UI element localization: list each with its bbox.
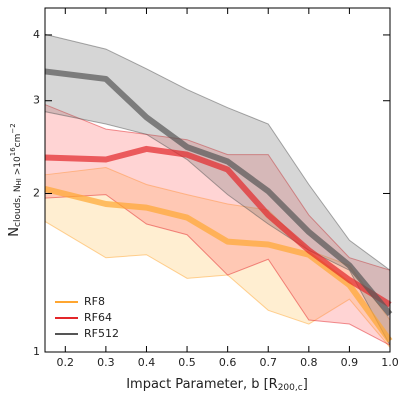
x-label-sub: 200,c	[278, 383, 303, 393]
x-label-end: ]	[303, 377, 308, 392]
legend-label: RF512	[84, 327, 119, 340]
x-tick-label: 0.4	[138, 356, 156, 369]
line	[44, 145, 392, 308]
y-label-sub2: >10	[13, 156, 23, 178]
line	[44, 68, 393, 317]
x-tick-label: 0.5	[178, 356, 196, 369]
line	[44, 186, 393, 343]
y-tick-label: 1	[33, 345, 40, 358]
x-tick-label: 0.8	[300, 356, 318, 369]
x-tick-label: 0.9	[341, 356, 359, 369]
x-tick-label: 0.7	[259, 356, 277, 369]
y-label-sub: clouds, N	[13, 185, 23, 227]
y-tick-label: 2	[33, 186, 40, 199]
y-label-unit: cm	[13, 134, 23, 148]
x-label-main: Impact Parameter, b [R	[126, 377, 277, 392]
y-tick-label: 4	[33, 28, 40, 41]
plot-frame	[44, 7, 391, 353]
x-tick-label: 1.0	[381, 356, 399, 369]
y-label-main: N	[7, 227, 22, 237]
x-tick-label: 0.6	[219, 356, 237, 369]
legend-label: RF8	[84, 295, 105, 308]
y-label-subsub: HI	[15, 178, 23, 185]
x-axis-label: Impact Parameter, b [R200,c]	[126, 377, 308, 393]
y-label-sup: 16	[9, 147, 17, 156]
legend-label: RF64	[84, 311, 112, 324]
y-axis-label: Nclouds, NHI >1016cm−2	[7, 123, 24, 236]
x-tick-label: 0.2	[57, 356, 75, 369]
x-tick-label: 0.3	[97, 356, 115, 369]
y-tick-label: 3	[33, 94, 40, 107]
y-label-unitsup: −2	[9, 123, 17, 133]
